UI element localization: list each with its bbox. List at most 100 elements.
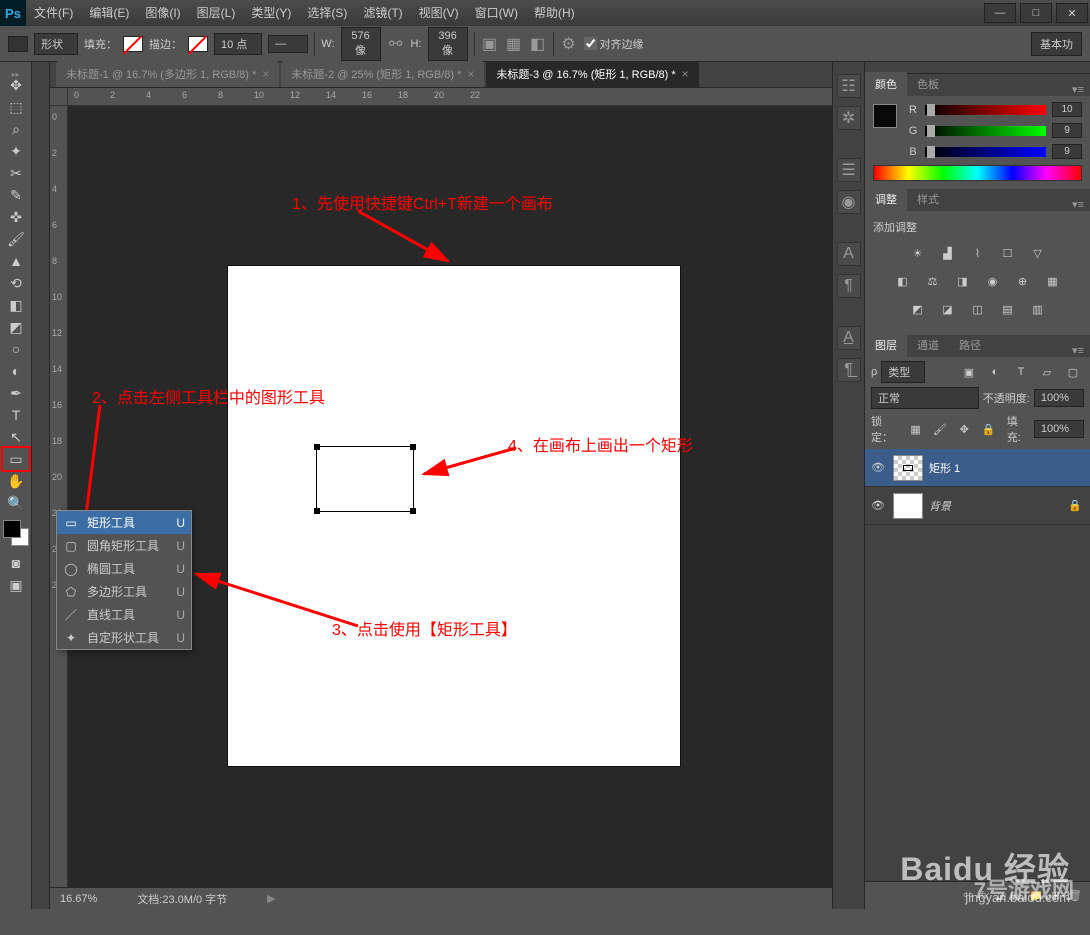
move-tool[interactable]: ✥ (3, 74, 29, 96)
quick-mask-tool[interactable]: ◙ (3, 552, 29, 574)
b-value[interactable]: 9 (1052, 144, 1082, 159)
threshold-icon[interactable]: ◫ (967, 299, 989, 319)
brightness-icon[interactable]: ☀ (907, 243, 929, 263)
layer-item[interactable]: 👁 背景 🔒 (865, 487, 1090, 525)
arrange-icon[interactable]: ◧ (529, 35, 547, 53)
spectrum-bar[interactable] (873, 165, 1082, 181)
stroke-size[interactable]: 10 点 (214, 33, 262, 55)
tab-2[interactable]: 未标题-2 @ 25% (矩形 1, RGB/8) *× (281, 61, 484, 87)
fg-swatch[interactable] (873, 104, 897, 128)
paragraph-panel-icon[interactable]: ¶ (837, 274, 861, 298)
swatches-tab[interactable]: 色板 (907, 72, 949, 96)
dodge-tool[interactable]: ◐ (3, 360, 29, 382)
wand-tool[interactable]: ✦ (3, 140, 29, 162)
adjustments-tab[interactable]: 调整 (865, 187, 907, 211)
layer-item[interactable]: 👁 矩形 1 (865, 449, 1090, 487)
gradient-tool[interactable]: ◩ (3, 316, 29, 338)
curves-icon[interactable]: ⌇ (967, 243, 989, 263)
pen-tool[interactable]: ✒ (3, 382, 29, 404)
align-icon[interactable]: ▦ (505, 35, 523, 53)
flyout-item[interactable]: ⬠多边形工具U (57, 580, 191, 603)
delete-layer-icon[interactable]: 🗑 (1068, 889, 1082, 902)
hue-icon[interactable]: ◧ (892, 271, 914, 291)
ruler-horizontal[interactable]: 0246810121416182022 (68, 88, 832, 106)
stamp-tool[interactable]: ▲ (3, 250, 29, 272)
shape-tool[interactable]: ▭ (3, 448, 29, 470)
lasso-tool[interactable]: ⌕ (3, 118, 29, 140)
link-icon[interactable]: ⚯ (387, 35, 405, 53)
posterize-icon[interactable]: ◪ (937, 299, 959, 319)
group-icon[interactable]: 📁 (1029, 889, 1043, 902)
r-value[interactable]: 10 (1052, 102, 1082, 117)
fill-input[interactable]: 100% (1034, 420, 1084, 438)
type-tool[interactable]: T (3, 404, 29, 426)
filter-pixel-icon[interactable]: ▣ (958, 362, 980, 382)
close-icon[interactable]: × (262, 67, 269, 81)
properties-panel-icon[interactable]: ☰ (837, 158, 861, 182)
brush-tool[interactable]: 🖌 (3, 228, 29, 250)
filter-shape-icon[interactable]: ▱ (1036, 362, 1058, 382)
lock-position-icon[interactable]: ✥ (954, 419, 974, 439)
zoom-tool[interactable]: 🔍 (3, 492, 29, 514)
panel-menu-icon[interactable]: ▾≡ (1066, 344, 1090, 357)
menu-edit[interactable]: 编辑(E) (81, 0, 137, 26)
height-input[interactable]: 396 像 (428, 27, 468, 61)
channels-tab[interactable]: 通道 (907, 333, 949, 357)
flyout-item[interactable]: ▢圆角矩形工具U (57, 534, 191, 557)
path-select-tool[interactable]: ↖ (3, 426, 29, 448)
layer-thumb[interactable] (893, 455, 923, 481)
link-layers-icon[interactable]: ⚯ (964, 889, 973, 902)
levels-icon[interactable]: ▟ (937, 243, 959, 263)
flyout-item[interactable]: ◯椭圆工具U (57, 557, 191, 580)
g-slider[interactable] (925, 126, 1046, 136)
b-slider[interactable] (925, 147, 1046, 157)
menu-image[interactable]: 图像(I) (137, 0, 188, 26)
mixer-icon[interactable]: ⊕ (1012, 271, 1034, 291)
menu-type[interactable]: 类型(Y) (243, 0, 299, 26)
shape-mode-dropdown[interactable]: 形状 (34, 33, 78, 55)
menu-select[interactable]: 选择(S) (299, 0, 355, 26)
actions-panel-icon[interactable]: ✲ (837, 106, 861, 130)
workspace-button[interactable]: 基本功 (1031, 32, 1082, 56)
stroke-swatch[interactable] (188, 36, 208, 52)
brush-panel-icon[interactable]: ◉ (837, 190, 861, 214)
adjustment-layer-icon[interactable]: ◐ (1014, 890, 1021, 902)
tab-1[interactable]: 未标题-1 @ 16.7% (多边形 1, RGB/8) *× (56, 61, 279, 87)
rectangle-shape[interactable] (316, 446, 414, 512)
flyout-item[interactable]: ✦自定形状工具U (57, 626, 191, 649)
fx-icon[interactable]: fx (981, 890, 990, 902)
panel-menu-icon[interactable]: ▾≡ (1066, 198, 1090, 211)
flyout-item[interactable]: ▭矩形工具U (57, 511, 191, 534)
close-icon[interactable]: × (682, 67, 689, 81)
panel-menu-icon[interactable]: ▾≡ (1066, 83, 1090, 96)
maximize-button[interactable]: □ (1020, 3, 1052, 23)
heal-tool[interactable]: ✜ (3, 206, 29, 228)
canvas[interactable] (228, 266, 680, 766)
history-panel-icon[interactable]: ☷ (837, 74, 861, 98)
tool-preset[interactable] (8, 36, 28, 52)
paths-tab[interactable]: 路径 (949, 333, 991, 357)
character-panel-icon[interactable]: A (837, 242, 861, 266)
exposure-icon[interactable]: ☐ (997, 243, 1019, 263)
balance-icon[interactable]: ⚖ (922, 271, 944, 291)
lookup-icon[interactable]: ▦ (1042, 271, 1064, 291)
marquee-tool[interactable]: ⬚ (3, 96, 29, 118)
color-tab[interactable]: 颜色 (865, 72, 907, 96)
doc-info[interactable]: 文档:23.0M/0 字节 (137, 891, 227, 907)
foreground-color[interactable] (3, 520, 21, 538)
fill-swatch[interactable] (123, 36, 143, 52)
hand-tool[interactable]: ✋ (3, 470, 29, 492)
char-styles-panel-icon[interactable]: A̲ (837, 326, 861, 350)
lock-pixels-icon[interactable]: 🖌 (930, 419, 950, 439)
r-slider[interactable] (925, 105, 1046, 115)
crop-tool[interactable]: ✂ (3, 162, 29, 184)
mask-icon[interactable]: ◻ (997, 889, 1006, 902)
layers-tab[interactable]: 图层 (865, 333, 907, 357)
vibrance-icon[interactable]: ▽ (1027, 243, 1049, 263)
gear-icon[interactable]: ⚙ (560, 35, 578, 53)
eyedropper-tool[interactable]: ✎ (3, 184, 29, 206)
menu-filter[interactable]: 滤镜(T) (355, 0, 410, 26)
minimize-button[interactable]: — (984, 3, 1016, 23)
ruler-vertical[interactable]: 02468101214161820222426 (50, 106, 68, 887)
lock-all-icon[interactable]: 🔒 (978, 419, 998, 439)
